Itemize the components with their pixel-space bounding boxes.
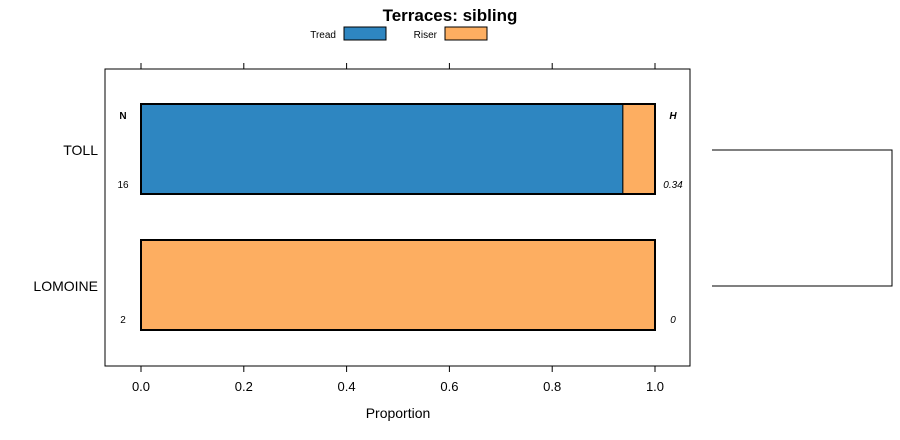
x-tick-label-0-0: 0.0 <box>132 379 150 394</box>
x-tick-label-0-4: 0.4 <box>338 379 356 394</box>
x-axis-title: Proportion <box>366 405 431 421</box>
h-value-toll: 0.34 <box>663 180 683 191</box>
x-tick-label-0-8: 0.8 <box>543 379 561 394</box>
bar-toll-tread <box>140 103 624 195</box>
category-labels: TOLL LOMOINE <box>33 142 98 294</box>
legend: Tread Riser <box>310 26 488 41</box>
x-tick-label-0-2: 0.2 <box>235 379 253 394</box>
category-label-toll: TOLL <box>63 142 98 158</box>
x-tick-label-0-6: 0.6 <box>440 379 458 394</box>
bar-outline-toll <box>140 103 656 195</box>
side-labels: N H 16 0.34 2 0 <box>117 111 683 326</box>
legend-label-riser: Riser <box>414 30 438 41</box>
dendrogram-branch <box>712 149 893 287</box>
dendrogram <box>712 149 893 287</box>
bars <box>140 103 656 331</box>
x-axis-ticks: 0.0 0.2 0.4 0.6 0.8 1.0 <box>132 63 664 394</box>
bar-lomoine-riser <box>140 239 656 331</box>
h-value-lomoine: 0 <box>670 315 676 326</box>
plot-panel <box>104 68 691 367</box>
n-value-toll: 16 <box>117 180 129 191</box>
legend-swatch-tread <box>343 26 387 41</box>
bar-toll-riser <box>622 103 656 195</box>
n-header: N <box>119 111 126 122</box>
bar-outline-lomoine <box>140 239 656 331</box>
category-label-lomoine: LOMOINE <box>33 278 98 294</box>
legend-swatch-riser <box>444 26 488 41</box>
chart-title: Terraces: sibling <box>383 6 518 25</box>
h-header: H <box>669 111 677 122</box>
n-value-lomoine: 2 <box>120 315 126 326</box>
legend-label-tread: Tread <box>310 30 336 41</box>
x-tick-label-1-0: 1.0 <box>646 379 664 394</box>
